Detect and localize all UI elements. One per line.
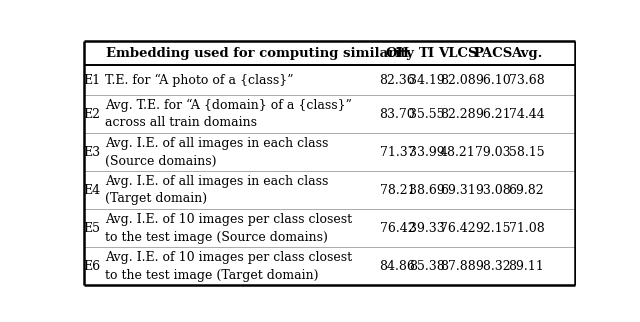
Text: E4: E4 [83,184,100,197]
Text: Avg. I.E. of 10 images per class closest: Avg. I.E. of 10 images per class closest [105,213,352,226]
Text: to the test image (Target domain): to the test image (Target domain) [105,269,318,281]
Text: Avg. T.E. for “A {domain} of a {class}”: Avg. T.E. for “A {domain} of a {class}” [105,99,351,112]
Text: 98.32: 98.32 [475,260,511,273]
Text: TI: TI [419,47,435,60]
Text: E2: E2 [83,108,100,121]
Text: 39.33: 39.33 [410,222,445,235]
Text: E6: E6 [83,260,100,273]
Bar [84,41,575,65]
Text: E1: E1 [83,74,100,87]
Text: 93.08: 93.08 [475,184,511,197]
Text: 74.44: 74.44 [509,108,544,121]
Text: 78.21: 78.21 [380,184,415,197]
Text: to the test image (Source domains): to the test image (Source domains) [105,231,328,243]
Text: Avg. I.E. of all images in each class: Avg. I.E. of all images in each class [105,137,328,150]
Text: (Source domains): (Source domains) [105,155,216,167]
Text: 96.10: 96.10 [475,74,511,87]
Text: 87.88: 87.88 [440,260,476,273]
Text: 58.15: 58.15 [509,146,544,159]
Text: 71.37: 71.37 [380,146,415,159]
Text: OH: OH [385,47,410,60]
Text: Avg. I.E. of all images in each class: Avg. I.E. of all images in each class [105,175,328,188]
Text: 82.08: 82.08 [440,74,476,87]
Text: 85.38: 85.38 [410,260,445,273]
Text: Avg.: Avg. [511,47,542,60]
Text: 76.42: 76.42 [440,222,476,235]
Text: (Target domain): (Target domain) [105,193,207,205]
Text: 92.15: 92.15 [475,222,511,235]
Text: VLCS: VLCS [438,47,477,60]
Text: E5: E5 [83,222,100,235]
Text: 89.11: 89.11 [509,260,544,273]
Text: T.E. for “A photo of a {class}”: T.E. for “A photo of a {class}” [105,74,293,87]
Text: 73.68: 73.68 [509,74,544,87]
Text: 35.55: 35.55 [410,108,445,121]
Text: PACS: PACS [473,47,512,60]
Text: 84.86: 84.86 [380,260,415,273]
Text: Avg. I.E. of 10 images per class closest: Avg. I.E. of 10 images per class closest [105,251,352,264]
Text: E3: E3 [83,146,100,159]
Text: across all train domains: across all train domains [105,117,257,129]
Text: 82.36: 82.36 [380,74,415,87]
Text: 69.82: 69.82 [509,184,544,197]
Text: Embedding used for computing similarity: Embedding used for computing similarity [106,47,414,60]
Text: 71.08: 71.08 [509,222,544,235]
Text: 33.99: 33.99 [410,146,445,159]
Text: 34.19: 34.19 [410,74,445,87]
Text: 76.42: 76.42 [380,222,415,235]
Text: 96.21: 96.21 [475,108,511,121]
Text: 38.69: 38.69 [410,184,445,197]
Text: 79.03: 79.03 [475,146,511,159]
Text: 82.28: 82.28 [440,108,476,121]
Text: 48.21: 48.21 [440,146,476,159]
Text: 83.70: 83.70 [380,108,415,121]
Text: 69.31: 69.31 [440,184,476,197]
